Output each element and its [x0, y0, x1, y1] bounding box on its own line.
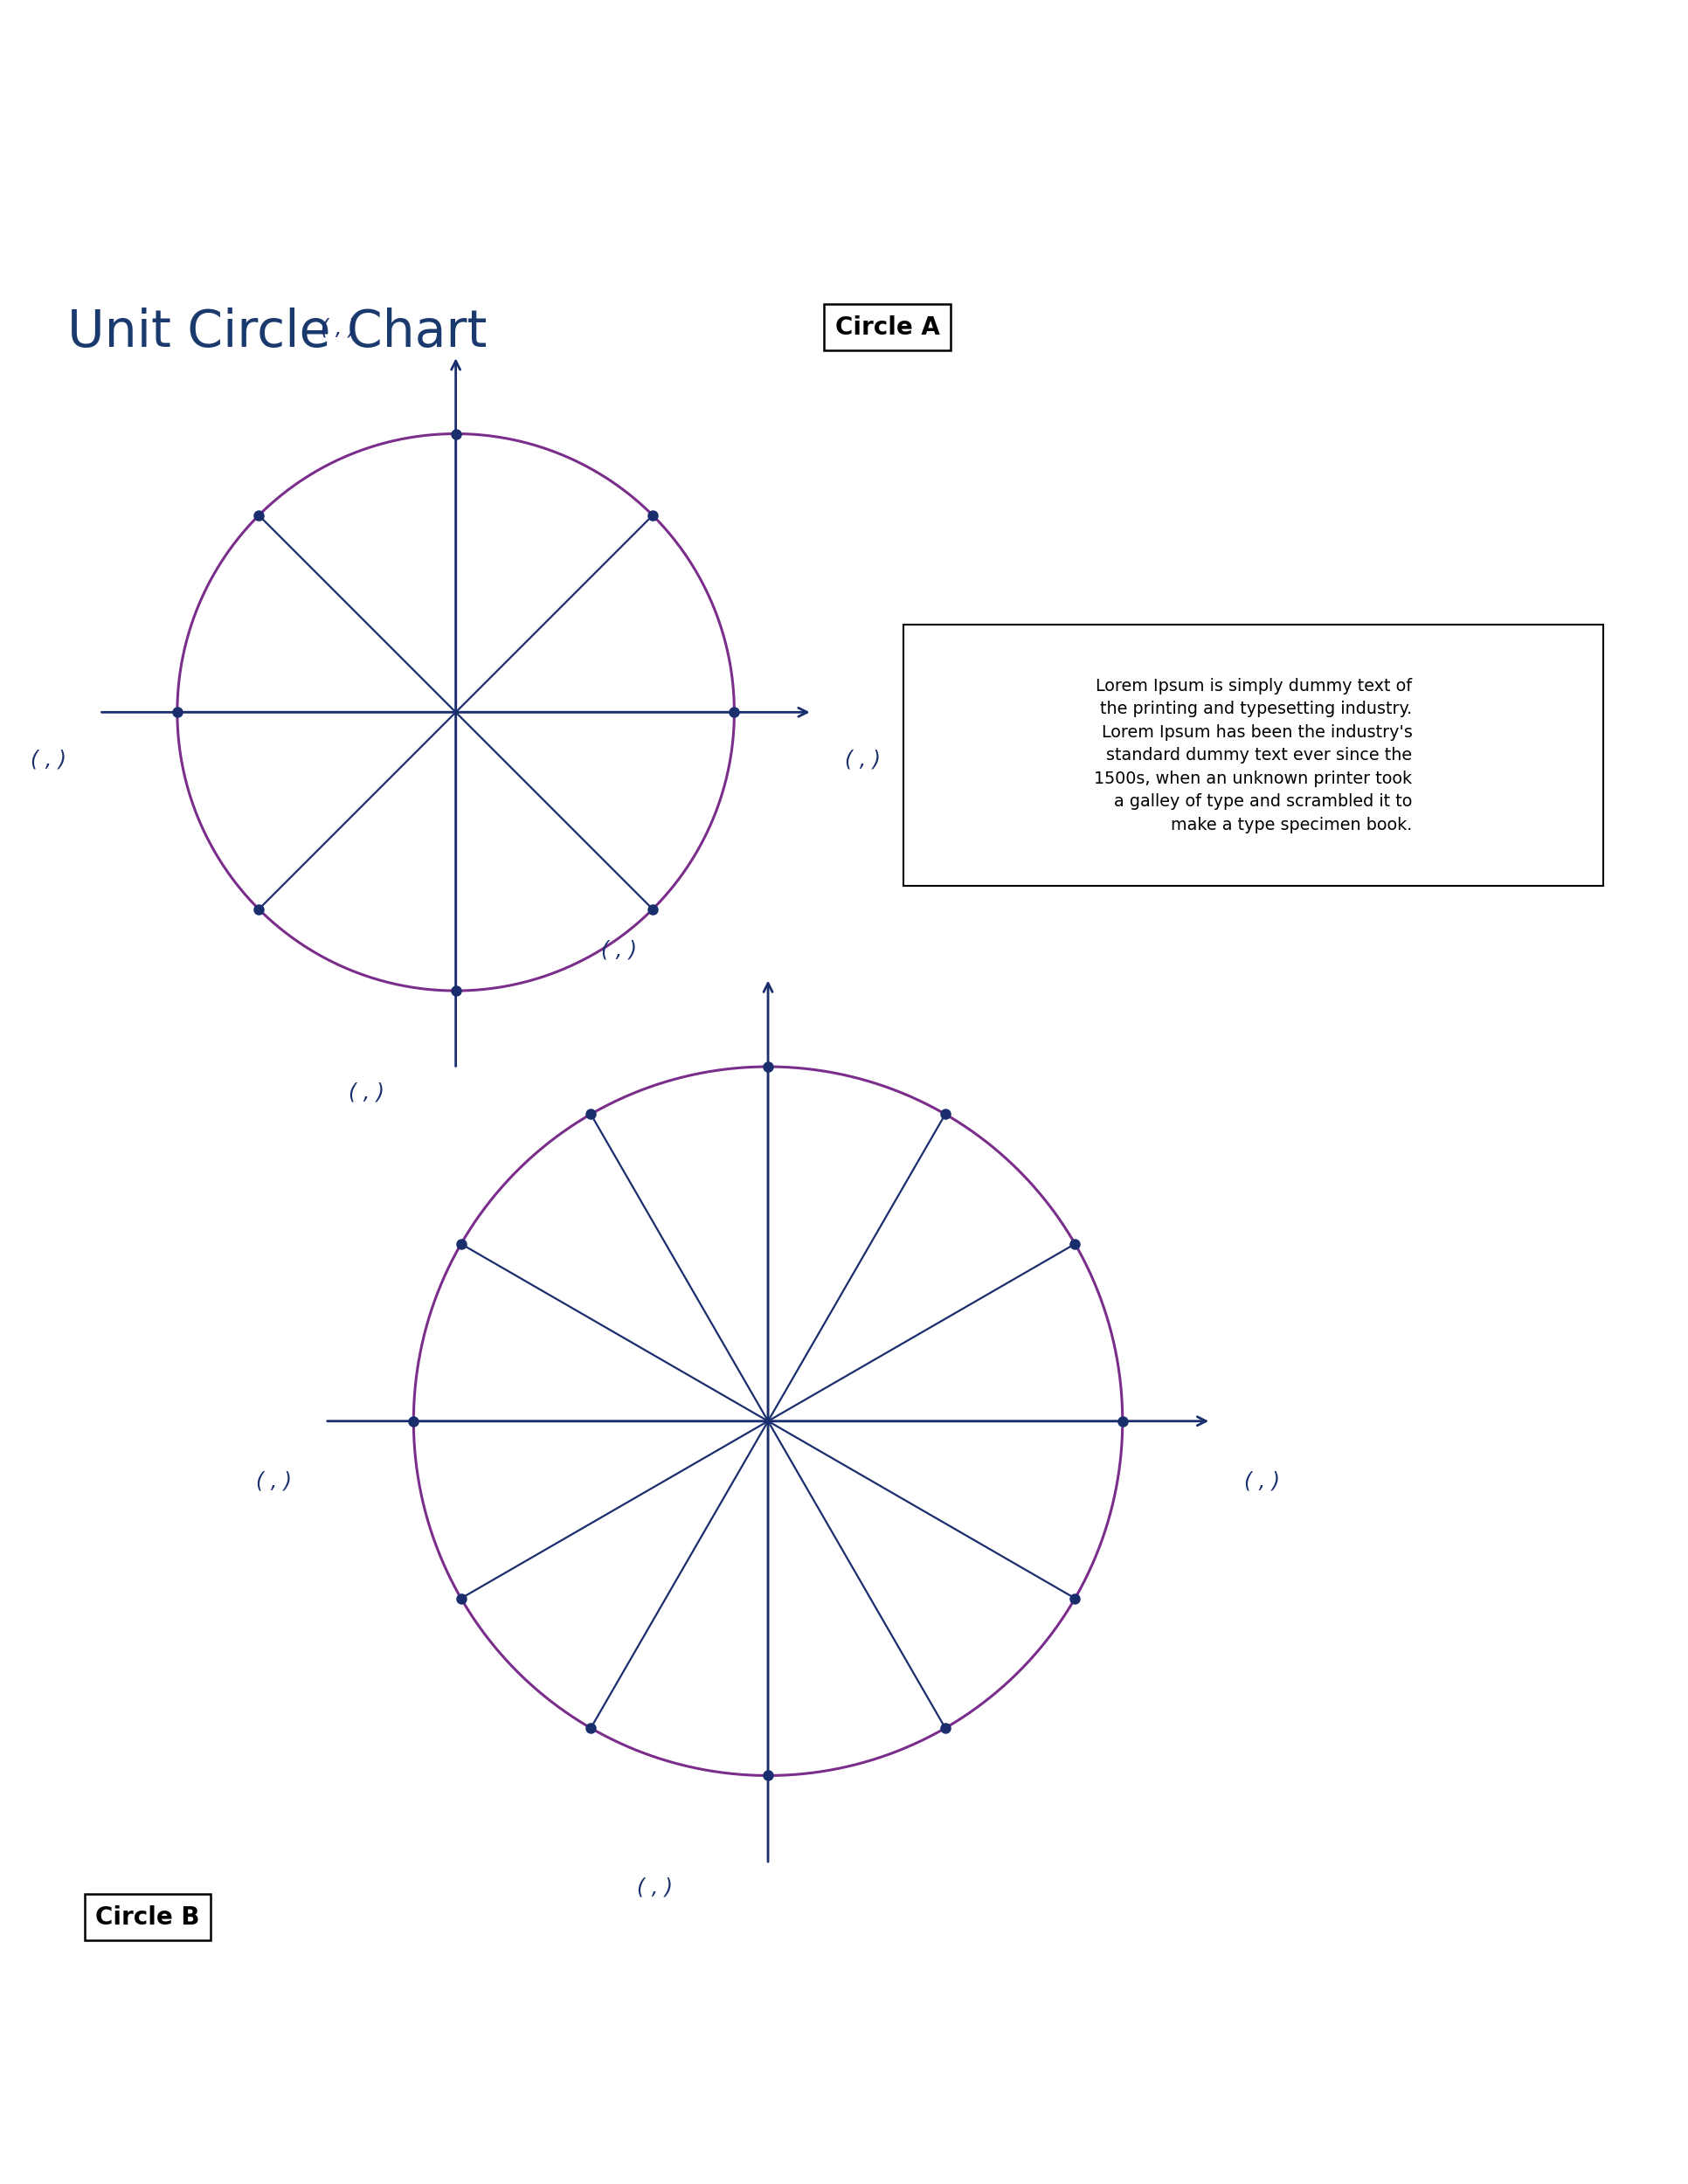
Text: ( , ): ( , ) — [846, 749, 881, 771]
Text: Circle A: Circle A — [836, 314, 940, 339]
Text: ( , ): ( , ) — [321, 317, 356, 339]
Text: ( , ): ( , ) — [636, 1878, 672, 1898]
Text: ( , ): ( , ) — [30, 749, 66, 771]
Text: ( , ): ( , ) — [601, 939, 636, 961]
Text: ( , ): ( , ) — [1244, 1470, 1280, 1492]
Text: Lorem Ipsum is simply dummy text of
the printing and typesetting industry.
Lorem: Lorem Ipsum is simply dummy text of the … — [1094, 677, 1413, 832]
FancyBboxPatch shape — [903, 625, 1604, 887]
Text: ( , ): ( , ) — [349, 1081, 385, 1103]
Text: ( , ): ( , ) — [257, 1470, 292, 1492]
Text: Circle B: Circle B — [96, 1904, 199, 1928]
Text: Unit Circle Chart: Unit Circle Chart — [68, 308, 488, 356]
